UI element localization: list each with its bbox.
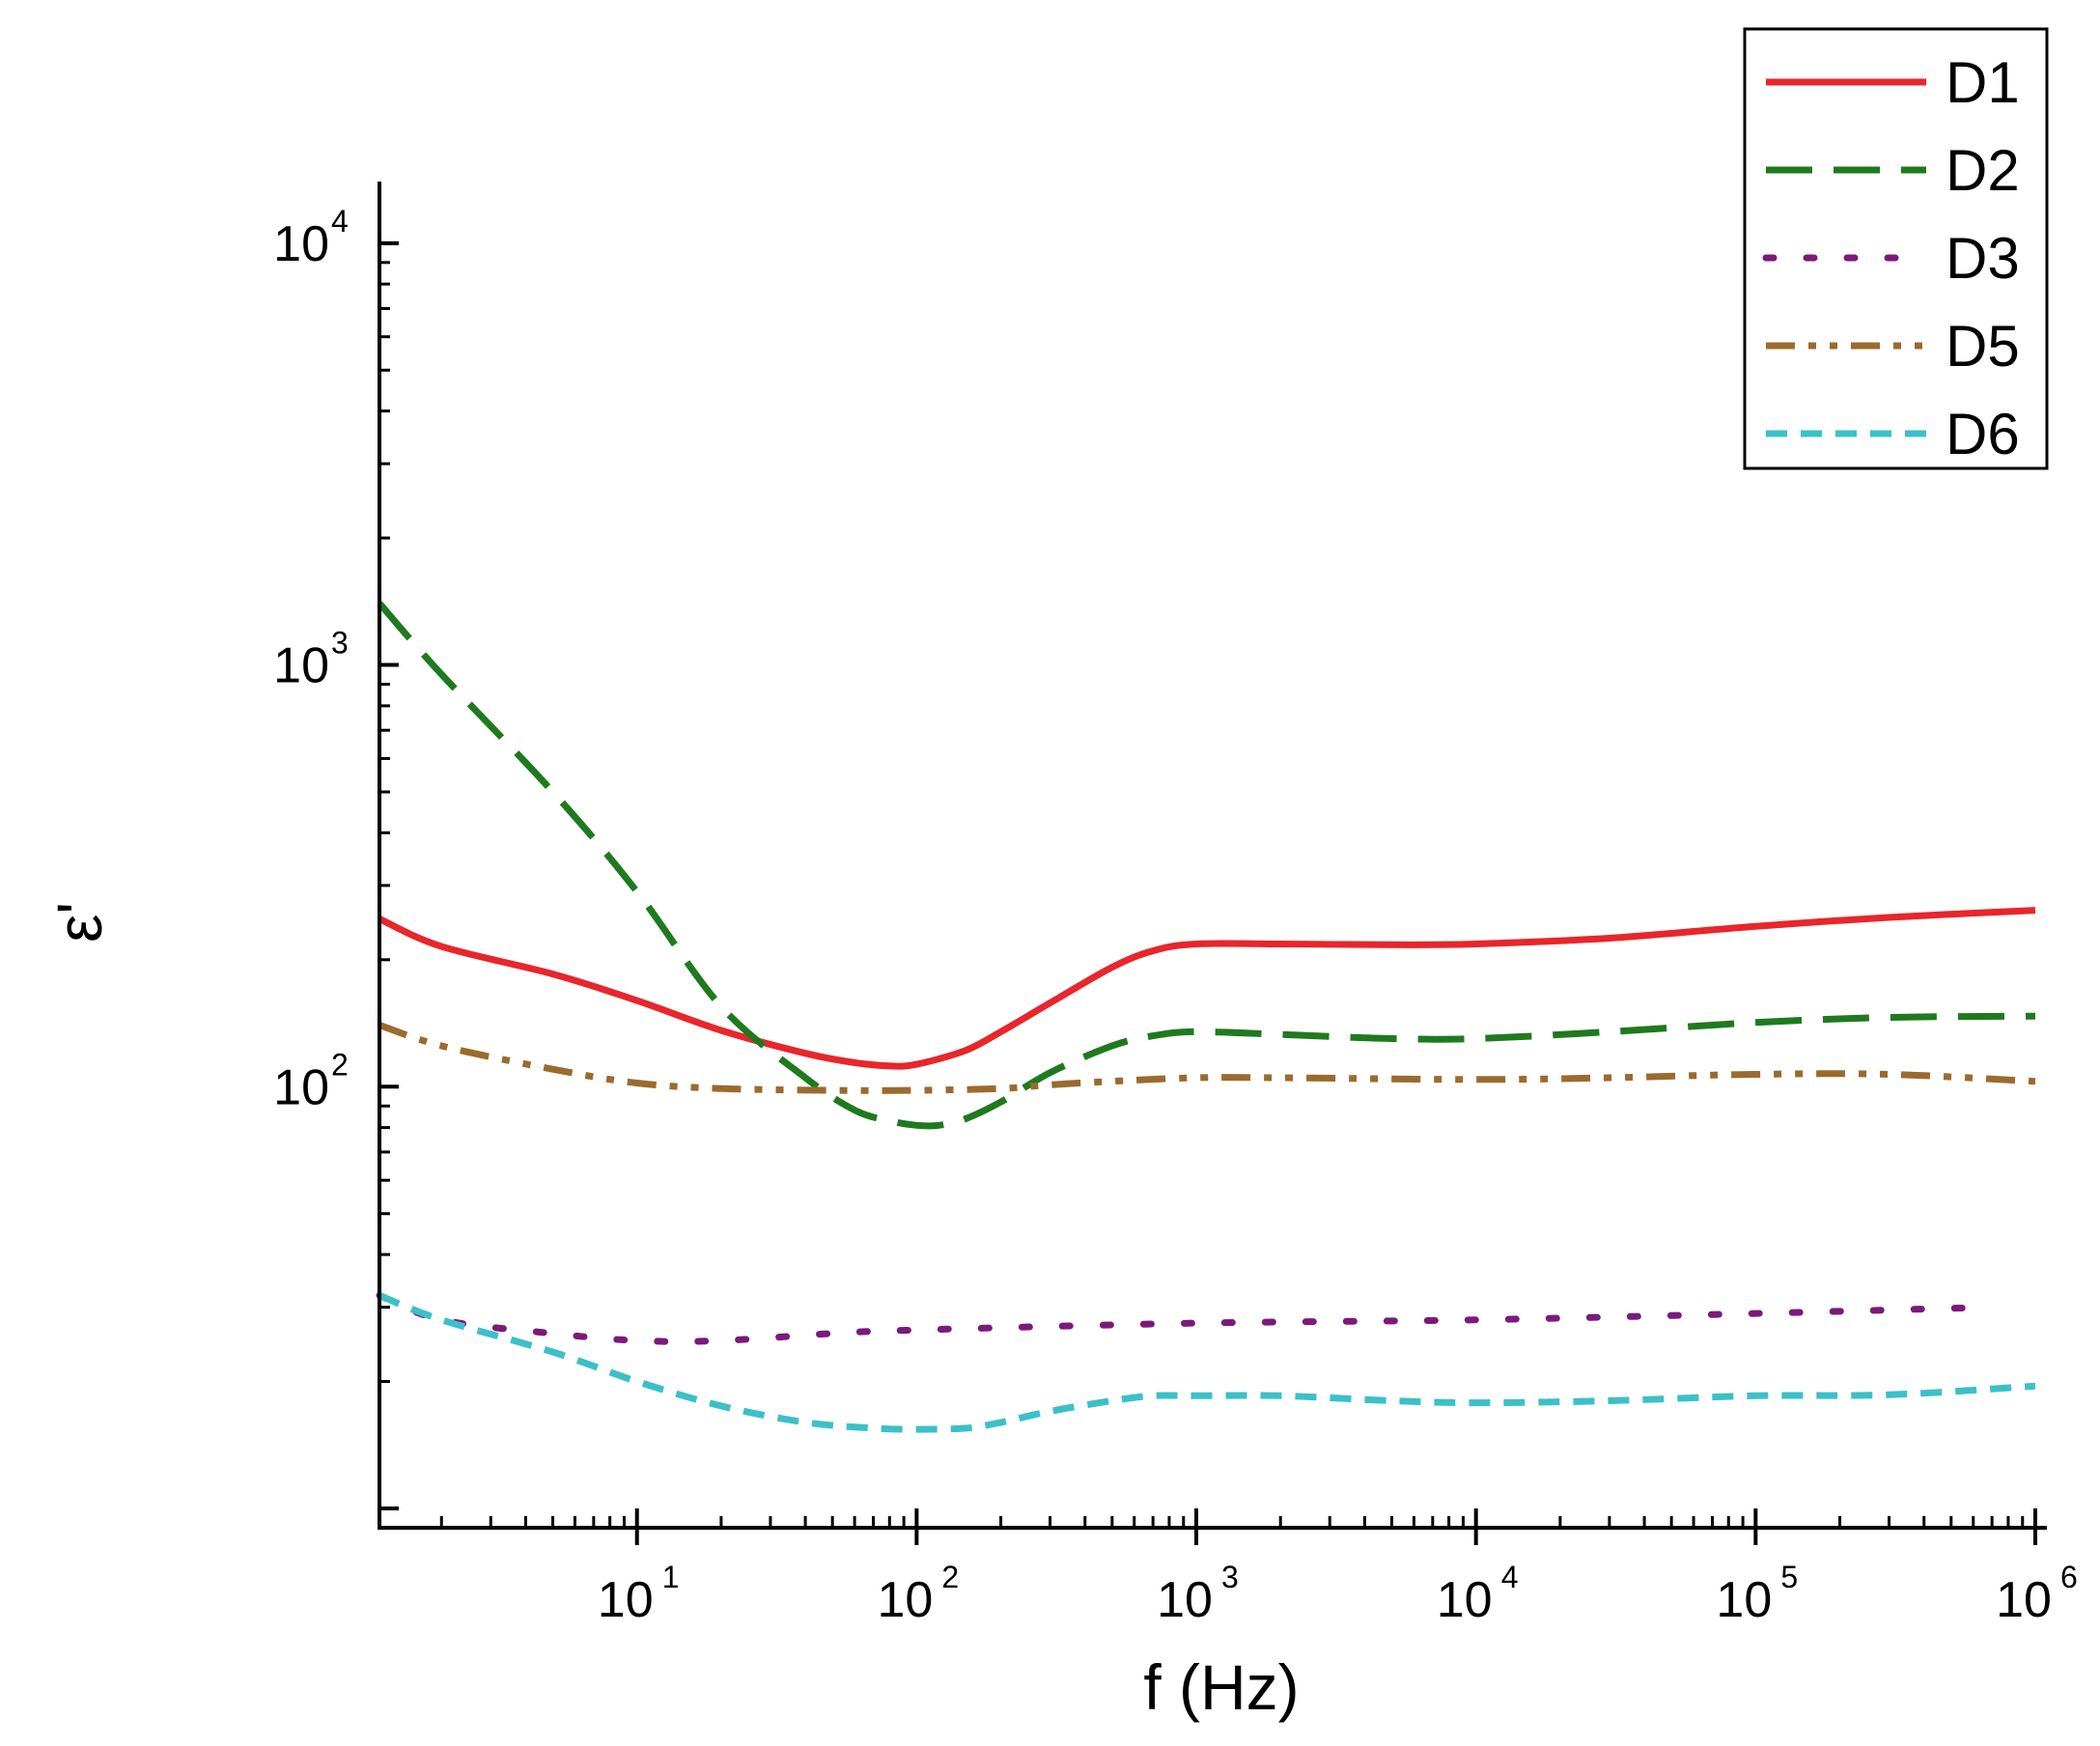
legend-label-d2: D2	[1946, 138, 2020, 203]
axes	[378, 182, 2047, 1545]
x-tick-exponent: 4	[1501, 1560, 1519, 1594]
legend-label-d5: D5	[1946, 314, 2020, 379]
legend-label-d3: D3	[1946, 226, 2020, 291]
x-axis-label: f (Hz)	[1143, 1651, 1299, 1723]
x-tick-label: 10	[1996, 1572, 2052, 1628]
legend-label-d6: D6	[1946, 402, 2020, 466]
legend: D1 D2 D3 D5 D6	[1743, 27, 2049, 470]
tick-labels: 10 1 10 2 10 3 10 4 10 5 10 610 210 310 4	[273, 204, 2078, 1628]
legend-label-d1: D1	[1946, 50, 2020, 115]
x-tick-label: 10	[1437, 1572, 1493, 1628]
x-tick-exponent: 5	[1780, 1560, 1798, 1594]
x-tick-label: 10	[1716, 1572, 1772, 1628]
y-tick-exponent: 3	[331, 626, 349, 661]
plot-lines	[376, 601, 2036, 1433]
legend-box	[1743, 27, 2049, 470]
x-tick-exponent: 1	[662, 1560, 680, 1594]
series-line-d1	[378, 907, 2036, 1070]
x-tick-label: 10	[1157, 1572, 1213, 1628]
y-tick-exponent: 4	[331, 204, 349, 239]
y-tick-label: 10	[273, 1059, 329, 1115]
x-tick-exponent: 6	[2060, 1560, 2078, 1594]
y-axis-label: ε'	[43, 902, 115, 943]
series-line-d5	[378, 1022, 2036, 1094]
series-line-d2	[377, 601, 2036, 1130]
y-tick-label: 10	[273, 216, 329, 272]
series-line-d3	[376, 1291, 1996, 1345]
x-tick-exponent: 3	[1221, 1560, 1239, 1594]
x-tick-label: 10	[598, 1572, 654, 1628]
x-tick-exponent: 2	[941, 1560, 959, 1594]
series-line-d6	[378, 1292, 2036, 1433]
x-tick-label: 10	[877, 1572, 933, 1628]
y-tick-exponent: 2	[331, 1047, 349, 1082]
y-tick-label: 10	[273, 638, 329, 694]
